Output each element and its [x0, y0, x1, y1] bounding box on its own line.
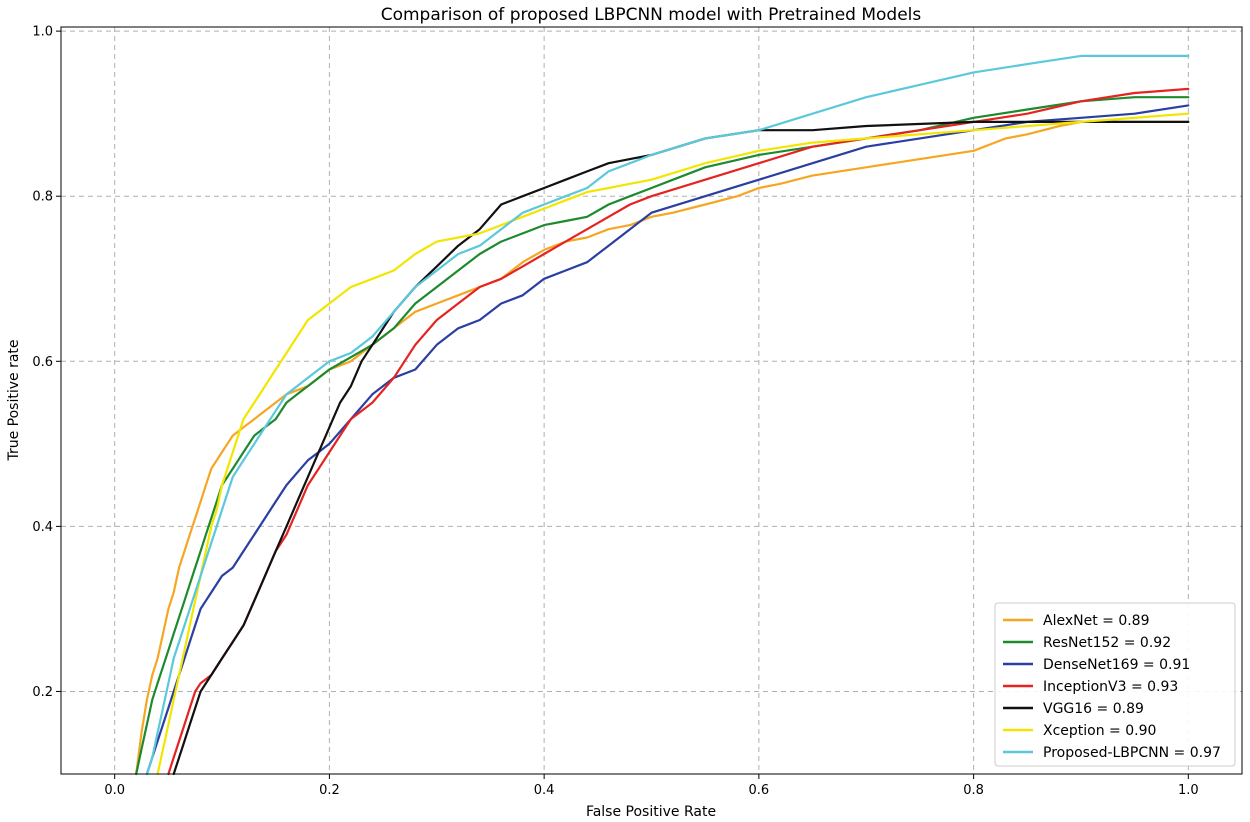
- legend-box: [994, 602, 1236, 767]
- x-tick-label: 0.2: [319, 783, 340, 798]
- y-axis-ticks: 0.2 0.4 0.6 0.8 1.0: [32, 25, 61, 700]
- series-line-proposed-lbpcnn: [145, 54, 1190, 776]
- y-tick-label: 0.6: [32, 355, 53, 370]
- legend-label-proposed-lbpcnn: Proposed-LBPCNN = 0.97: [1043, 745, 1221, 761]
- x-tick-label: 1.0: [1178, 783, 1199, 798]
- chart-title: Comparison of proposed LBPCNN model with…: [381, 5, 922, 25]
- series-line-alexnet: [135, 120, 1190, 776]
- x-axis-ticks: 0.0 0.2 0.4 0.6 0.8 1.0: [104, 774, 1199, 798]
- x-tick-label: 0.0: [104, 783, 125, 798]
- series-line-resnet152: [135, 96, 1190, 776]
- x-tick-label: 0.6: [749, 783, 770, 798]
- x-tick-label: 0.8: [963, 783, 984, 798]
- legend: AlexNet = 0.89 ResNet152 = 0.92 DenseNet16…: [994, 602, 1236, 767]
- y-tick-label: 0.4: [32, 520, 53, 535]
- legend-label-densenet169: DenseNet169 = 0.91: [1043, 657, 1190, 673]
- plot-frame: [60, 26, 1243, 775]
- legend-label-alexnet: AlexNet = 0.89: [1043, 613, 1150, 629]
- y-tick-label: 0.2: [32, 685, 53, 700]
- x-axis-label: False Positive Rate: [586, 804, 716, 820]
- series-lines: [135, 54, 1190, 776]
- x-tick-label: 0.4: [534, 783, 555, 798]
- legend-label-vgg16: VGG16 = 0.89: [1043, 701, 1144, 717]
- legend-label-inceptionv3: InceptionV3 = 0.93: [1043, 679, 1178, 695]
- y-tick-label: 1.0: [32, 25, 53, 40]
- legend-label-resnet152: ResNet152 = 0.92: [1043, 635, 1171, 651]
- legend-label-xception: Xception = 0.90: [1043, 723, 1156, 739]
- y-axis-label: True Positive rate: [6, 339, 22, 461]
- grid: [61, 27, 1242, 774]
- y-tick-label: 0.8: [32, 190, 53, 205]
